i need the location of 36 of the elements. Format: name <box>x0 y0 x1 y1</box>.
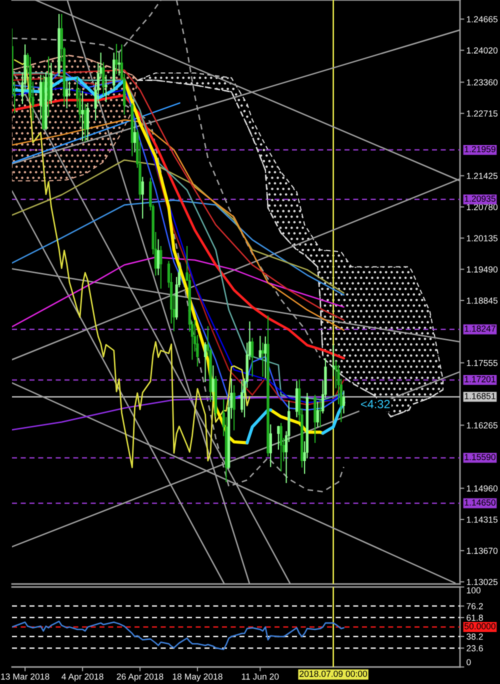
y-tick-label: 1.14315 <box>466 516 498 523</box>
annotation: <4:32 <box>361 400 390 408</box>
ref-line-label: 1.20935 <box>464 196 496 202</box>
ref-line-label: 1.14650 <box>464 499 496 506</box>
ref-line-label: 1.15590 <box>464 454 496 460</box>
x-tick-label: 26 Apr 2018 <box>116 673 164 682</box>
y-tick-label: 1.23360 <box>466 79 498 86</box>
x-tick-label: 4 Apr 2018 <box>62 673 104 682</box>
y-tick-label: 23.6 <box>466 645 483 652</box>
ref-line-label: 1.21959 <box>464 146 496 152</box>
y-tick-label: 1.24020 <box>466 47 498 54</box>
y-tick-label: 1.20780 <box>466 204 498 210</box>
y-tick-label: 1.19490 <box>466 266 498 273</box>
ref-line-label: 50.0000 <box>464 623 496 630</box>
y-tick-label: 1.18845 <box>466 298 498 304</box>
y-tick-label: 1.17555 <box>466 360 498 366</box>
ref-line-label: 1.17201 <box>464 376 496 382</box>
x-tick-label: 18 May 2018 <box>172 673 222 682</box>
y-tick-label: 1.21425 <box>466 172 498 179</box>
y-tick-label: 1.22715 <box>466 110 498 117</box>
ref-line-label: 1.16851 <box>464 393 496 400</box>
y-tick-label: 1.24665 <box>466 16 498 22</box>
y-tick-label: 76.2 <box>466 603 483 610</box>
y-tick-label: 61.8 <box>466 614 483 621</box>
x-tick-label: 13 Mar 2018 <box>1 673 50 680</box>
y-tick-label: 1.13670 <box>466 548 498 554</box>
y-tick-label: 1.16265 <box>466 422 498 428</box>
y-tick-label: 1.13025 <box>466 578 498 586</box>
x-tick-label: 11 Jun 20 <box>242 673 279 680</box>
y-tick-label: 0 <box>466 659 471 666</box>
y-tick-label: 100 <box>466 587 481 594</box>
y-tick-label: 1.14960 <box>466 485 498 492</box>
ref-line-label: 2018.07.09 00:00 <box>300 670 368 677</box>
y-tick-label: 1.20135 <box>466 235 498 242</box>
y-tick-label: 38.2 <box>466 634 483 640</box>
ref-line-label: 1.18247 <box>464 326 496 332</box>
